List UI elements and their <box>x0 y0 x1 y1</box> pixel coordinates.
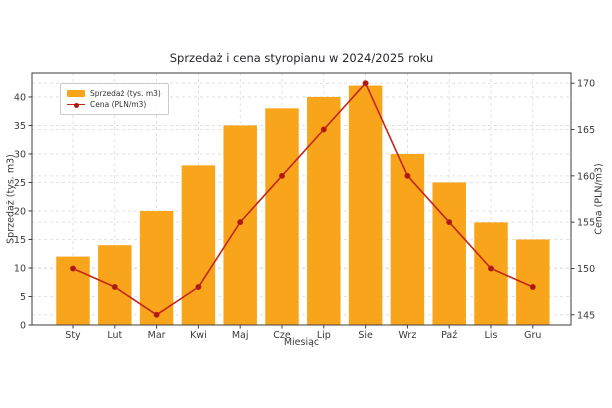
price-point-Maj <box>237 219 244 226</box>
price-point-Sie <box>362 80 369 87</box>
legend-bar-swatch-icon <box>67 90 85 97</box>
legend-label-sales: Sprzedaż (tys. m3) <box>90 89 161 98</box>
price-line <box>72 82 534 316</box>
tick-label-y-left-30: 30 <box>14 149 26 160</box>
tick-label-y-left-15: 15 <box>14 235 26 246</box>
bar-Lip <box>307 96 341 325</box>
tick-label-x-Kwi: Kwi <box>190 330 207 341</box>
bar-Wrz <box>390 153 425 325</box>
legend-item-sales: Sprzedaż (tys. m3) <box>67 88 161 99</box>
plot-border <box>31 72 572 326</box>
tick-label-y-right-170: 170 <box>577 79 595 90</box>
tick-label-y-right-160: 160 <box>577 171 595 182</box>
tick-label-x-Mar: Mar <box>148 330 166 341</box>
legend: Sprzedaż (tys. m3) Cena (PLN/m3) <box>60 83 169 115</box>
tick-label-y-left-10: 10 <box>14 263 26 274</box>
tick-label-y-right-155: 155 <box>577 218 595 229</box>
tick-label-x-Gru: Gru <box>524 330 541 341</box>
tick-label-x-Sty: Sty <box>65 330 81 341</box>
tick-label-y-left-20: 20 <box>14 206 26 217</box>
price-point-Lut <box>111 284 118 291</box>
tick-label-y-left-40: 40 <box>14 92 26 103</box>
tick-label-x-Maj: Maj <box>232 330 249 341</box>
tick-label-x-Lut: Lut <box>107 330 122 341</box>
y-axis-label-right: Cena (PLN/m3) <box>593 163 605 235</box>
bar-Cze <box>265 108 299 325</box>
price-point-Lip <box>320 126 327 133</box>
tick-label-y-left-25: 25 <box>14 178 26 189</box>
tick-label-x-Wrz: Wrz <box>398 330 416 341</box>
price-point-Cze <box>278 172 285 179</box>
tick-label-x-Lip: Lip <box>317 330 331 341</box>
price-point-Sty <box>70 265 77 272</box>
price-point-Kwi <box>195 284 202 291</box>
tick-label-y-left-0: 0 <box>20 321 26 332</box>
tick-label-y-right-145: 145 <box>577 310 595 321</box>
tick-label-x-Lis: Lis <box>485 330 498 341</box>
bar-Sie <box>348 85 383 325</box>
tick-label-y-right-165: 165 <box>577 125 595 136</box>
price-point-Lis <box>487 265 494 272</box>
tick-label-x-Sie: Sie <box>358 330 373 341</box>
tick-label-y-left-35: 35 <box>14 121 26 132</box>
bar-Kwi <box>181 165 216 325</box>
price-point-Gru <box>529 284 536 291</box>
tick-label-x-Paź: Paź <box>441 330 457 341</box>
y-axis-label-left: Sprzedaż (tys. m3) <box>5 154 17 244</box>
tick-label-y-left-5: 5 <box>20 292 26 303</box>
legend-item-price: Cena (PLN/m3) <box>67 99 161 110</box>
bar-Mar <box>139 210 174 325</box>
x-axis-label: Miesiąc <box>283 337 320 348</box>
tick-label-x-Cze: Cze <box>273 330 291 341</box>
chart-title: Sprzedaż i cena styropianu w 2024/2025 r… <box>169 51 434 65</box>
price-point-Wrz <box>404 172 411 179</box>
legend-line-swatch-icon <box>67 101 85 108</box>
legend-line-marker-icon <box>74 102 79 108</box>
bar-Paź <box>432 182 466 325</box>
price-point-Mar <box>153 311 160 318</box>
tick-label-y-right-150: 150 <box>577 264 595 275</box>
bar-Maj <box>223 125 257 326</box>
price-point-Paź <box>446 219 453 226</box>
legend-label-price: Cena (PLN/m3) <box>90 100 147 109</box>
